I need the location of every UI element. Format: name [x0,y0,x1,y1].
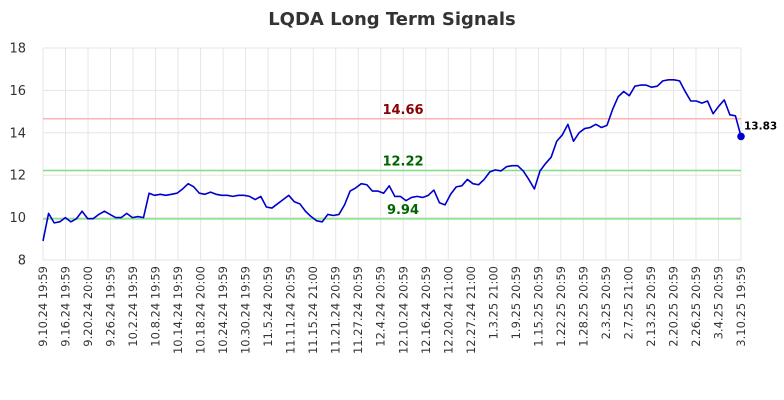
x-tick-label: 1.9.25 20:59 [509,266,523,339]
x-tick-label: 10.8.24 19:59 [149,266,163,347]
signal-line-label: 9.94 [387,203,419,218]
y-tick-label: 18 [9,42,26,57]
series-line [42,79,742,242]
x-tick-label: 1.15.25 20:59 [531,266,545,347]
x-tick-label: 2.26.25 20:59 [689,266,703,347]
x-tick-label: 12.20.24 21:00 [441,266,455,354]
grid [42,47,742,261]
y-tick-label: 8 [18,254,26,269]
x-tick-label: 2.3.25 20:59 [599,266,613,339]
x-tick-label: 11.15.24 21:00 [306,266,320,354]
x-tick-label: 2.20.25 20:59 [666,266,680,347]
x-tick-label: 2.7.25 21:00 [621,266,635,339]
signal-lines: 14.66 12.22 9.94 [43,103,741,220]
last-point-marker [737,132,745,141]
x-tick-label: 3.10.25 19:59 [734,266,748,347]
x-axis: 9.10.24 19:59 9.16.24 19:59 9.20.24 20:00 9… [36,266,748,354]
price-series [42,79,742,242]
x-tick-label: 11.27.24 20:59 [351,266,365,354]
x-tick-label: 12.10.24 20:59 [396,266,410,354]
signal-line-label: 14.66 [382,103,423,118]
last-point-label: 13.83 [744,120,777,132]
x-tick-label: 9.16.24 19:59 [59,266,73,347]
x-tick-label: 10.18.24 20:00 [194,266,208,354]
chart-title: LQDA Long Term Signals [268,9,516,30]
x-tick-label: 11.5.24 20:59 [261,266,275,347]
y-tick-label: 10 [9,211,26,226]
x-tick-label: 9.20.24 20:00 [81,266,95,347]
last-point: 13.83 [737,120,777,141]
x-tick-label: 9.10.24 19:59 [36,266,50,347]
x-tick-label: 3.4.25 20:59 [711,266,725,339]
y-tick-label: 14 [9,126,26,141]
x-tick-label: 12.4.24 20:59 [374,266,388,347]
x-tick-label: 10.14.24 19:59 [171,266,185,354]
signal-line-label: 12.22 [382,155,423,170]
x-tick-label: 1.28.25 20:59 [576,266,590,347]
y-axis: 8 10 12 14 16 18 [9,42,26,269]
x-tick-label: 10.30.24 19:59 [239,266,253,354]
x-tick-label: 11.21.24 20:59 [329,266,343,354]
y-tick-label: 12 [9,169,26,184]
x-tick-label: 1.22.25 20:59 [554,266,568,347]
x-tick-label: 1.3.25 21:00 [486,266,500,339]
x-tick-label: 12.16.24 20:59 [419,266,433,354]
x-tick-label: 10.2.24 19:59 [126,266,140,347]
x-tick-label: 10.24.24 19:59 [216,266,230,354]
x-tick-label: 12.27.24 21:00 [464,266,478,354]
x-tick-label: 11.11.24 20:59 [284,266,298,354]
y-tick-label: 16 [9,84,26,99]
x-tick-label: 2.13.25 20:59 [644,266,658,347]
x-tick-label: 9.26.24 19:59 [104,266,118,347]
